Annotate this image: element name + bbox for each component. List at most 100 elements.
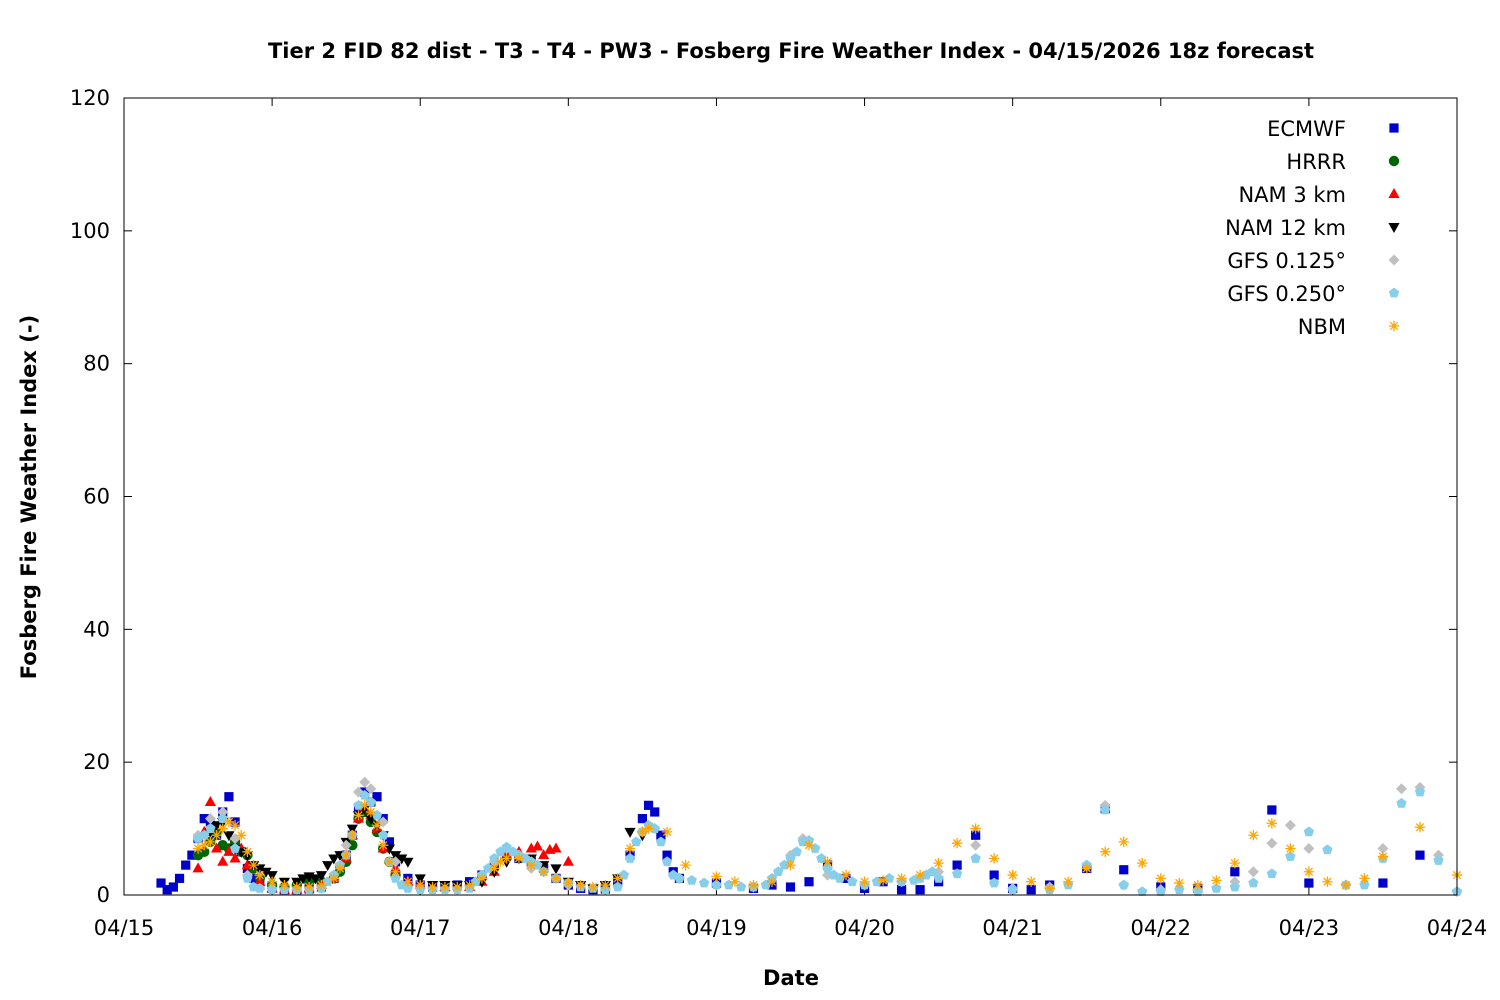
data-point — [1007, 869, 1018, 881]
data-point — [952, 860, 962, 870]
data-point — [711, 879, 722, 890]
data-point — [415, 879, 426, 891]
data-point — [439, 881, 451, 893]
data-point — [951, 837, 963, 849]
data-point — [989, 870, 999, 880]
data-point — [229, 820, 241, 831]
data-point — [315, 871, 328, 882]
data-point — [970, 823, 981, 834]
data-point — [229, 843, 241, 853]
data-point — [389, 851, 402, 862]
data-point — [643, 823, 654, 834]
data-point — [353, 810, 364, 821]
data-point — [1378, 878, 1388, 888]
legend-label: GFS 0.250° — [1227, 282, 1346, 306]
data-point — [217, 823, 228, 834]
data-point — [254, 869, 265, 881]
data-point — [624, 843, 636, 854]
data-point — [340, 839, 352, 851]
data-point — [1396, 797, 1407, 808]
data-point — [661, 856, 673, 867]
data-point — [686, 874, 697, 885]
data-point — [297, 874, 309, 885]
legend-marker — [1388, 188, 1400, 198]
data-point — [970, 839, 982, 851]
data-point — [266, 884, 278, 895]
legend-marker — [1388, 155, 1400, 167]
data-point — [1230, 867, 1240, 877]
y-tick-label: 80 — [83, 352, 110, 376]
data-point — [612, 881, 623, 892]
data-point — [248, 859, 259, 871]
chart-title: Tier 2 FID 82 dist - T3 - T4 - PW3 - Fos… — [268, 39, 1314, 63]
data-point — [650, 807, 660, 817]
data-point — [260, 867, 272, 878]
data-point — [1340, 879, 1352, 891]
data-point — [1266, 837, 1278, 849]
data-point — [384, 837, 394, 847]
data-point — [600, 879, 611, 891]
data-point — [279, 879, 290, 891]
data-point — [242, 846, 253, 858]
data-point — [402, 876, 414, 887]
data-point — [933, 857, 944, 869]
x-axis-title: Date — [763, 966, 819, 990]
legend-label: GFS 0.125° — [1227, 249, 1346, 273]
data-point — [785, 853, 796, 863]
data-point — [402, 857, 414, 868]
data-point — [531, 840, 544, 851]
data-point — [618, 869, 630, 880]
data-point — [1155, 886, 1166, 897]
data-point — [1229, 881, 1240, 892]
data-point — [804, 877, 814, 887]
x-tick-label: 04/20 — [834, 916, 895, 940]
data-point — [248, 873, 259, 883]
data-point — [526, 859, 537, 871]
data-point — [791, 846, 802, 857]
data-point — [347, 839, 358, 851]
data-point — [242, 873, 253, 883]
data-point — [624, 827, 636, 838]
data-point — [637, 826, 648, 838]
data-point — [365, 783, 377, 795]
legend-marker — [1389, 123, 1399, 133]
data-point — [1414, 822, 1426, 833]
data-point — [840, 869, 852, 881]
data-point — [322, 861, 334, 872]
data-point — [1284, 819, 1296, 831]
data-point — [656, 830, 666, 840]
data-point — [359, 800, 370, 811]
data-point — [199, 846, 210, 858]
data-point — [933, 873, 944, 883]
data-point — [698, 877, 710, 888]
data-point — [236, 830, 247, 841]
data-point — [334, 863, 346, 874]
data-point — [1155, 873, 1166, 884]
data-point — [1414, 786, 1426, 797]
data-point — [612, 873, 623, 884]
data-point — [575, 879, 586, 891]
data-point — [1248, 877, 1259, 888]
legend-label: NAM 12 km — [1225, 216, 1346, 240]
data-point — [877, 875, 889, 886]
data-point — [773, 866, 784, 877]
data-point — [205, 823, 216, 833]
data-point — [174, 873, 185, 883]
x-tick-label: 04/17 — [390, 916, 451, 940]
data-point — [1007, 884, 1018, 895]
data-point — [711, 871, 722, 882]
data-point — [1211, 882, 1222, 893]
data-point — [729, 876, 741, 887]
data-points — [156, 776, 1463, 898]
data-point — [377, 839, 389, 851]
data-point — [372, 792, 382, 802]
data-point — [316, 879, 327, 891]
y-axis-ticks: 0 20 40 60 80 100 120 — [70, 86, 1457, 907]
x-tick-label: 04/23 — [1279, 916, 1340, 940]
data-point — [1174, 884, 1185, 895]
data-point — [1433, 855, 1444, 865]
data-point — [495, 856, 506, 867]
data-point — [390, 873, 401, 883]
data-point — [927, 866, 938, 877]
data-point — [199, 839, 210, 851]
